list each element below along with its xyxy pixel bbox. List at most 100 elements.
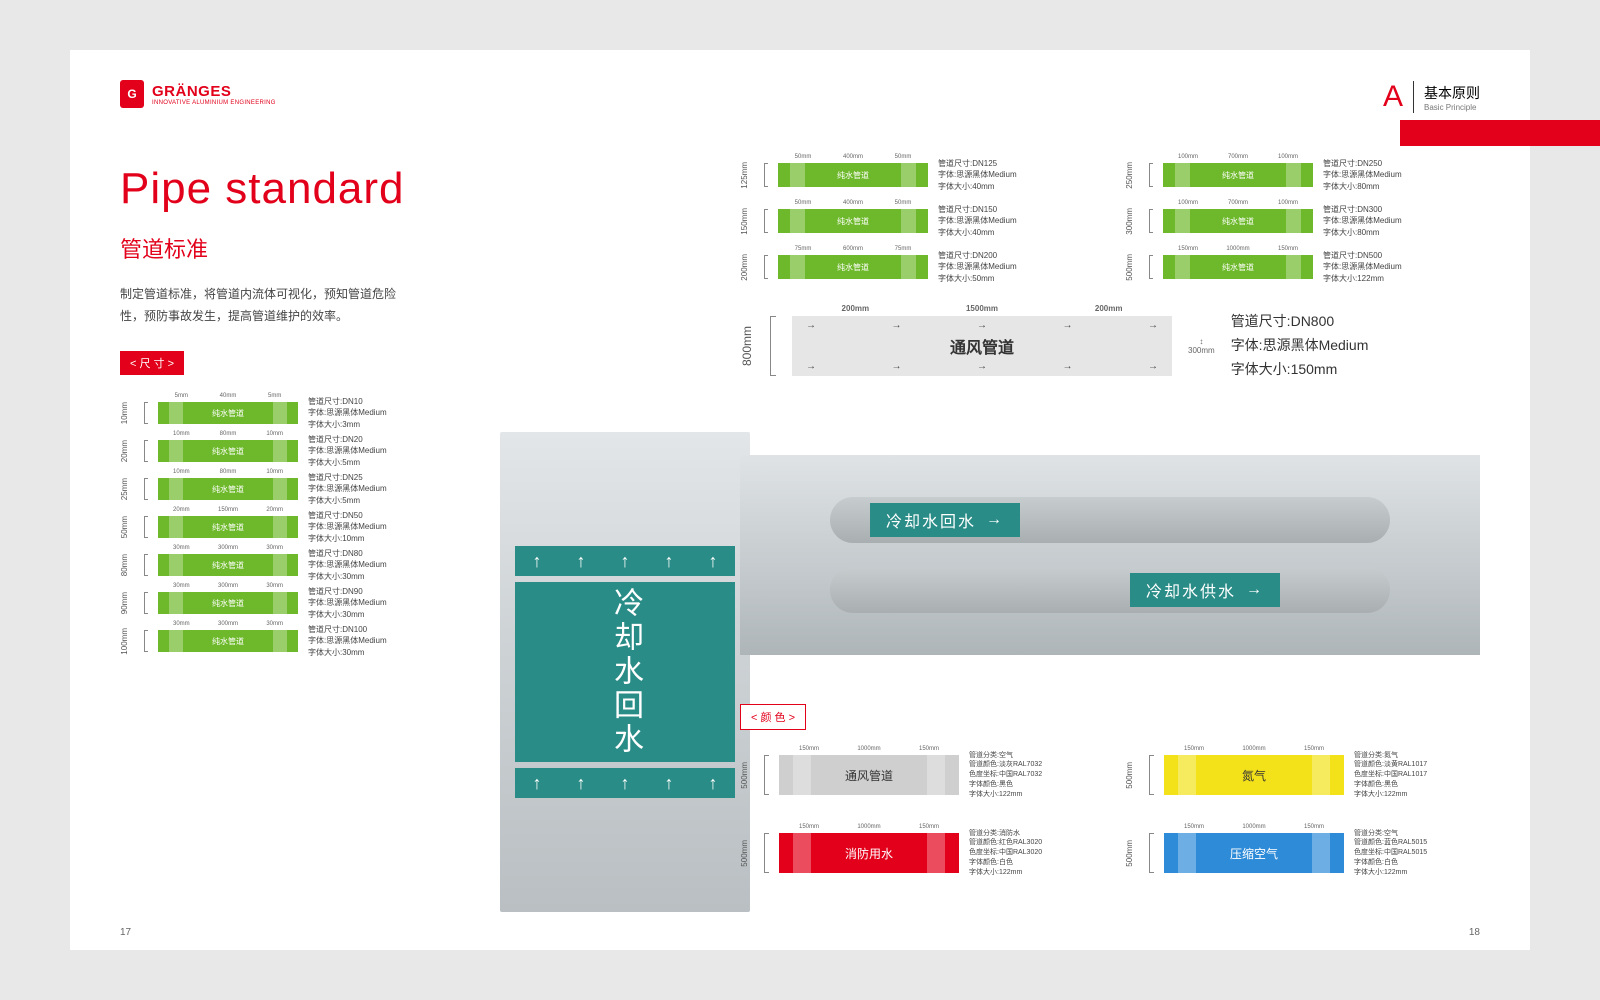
size-specs: 管道尺寸:DN150字体:思源黑体Medium字体大小:40mm	[938, 204, 1017, 238]
size-swatch: 30mm300mm30mm 纯水管道	[158, 554, 298, 576]
photo-horizontal-pipes: 冷却水回水 冷却水供水	[740, 455, 1480, 655]
size-row: 25mm 10mm80mm10mm 纯水管道 管道尺寸:DN25字体:思源黑体M…	[120, 474, 480, 504]
color-row: 500mm 150mm1000mm150mm 通风管道 管道分类:空气管道颜色:…	[740, 750, 1095, 800]
color-height: 500mm	[1125, 840, 1139, 867]
size-height: 90mm	[120, 592, 134, 614]
size-row: 150mm 50mm400mm50mm 纯水管道 管道尺寸:DN150字体:思源…	[740, 204, 1095, 238]
big-swatch: 200mm 1500mm 200mm →→→→→ 通风管道 →→→→→	[792, 316, 1172, 376]
size-swatch: 50mm400mm50mm 纯水管道	[778, 209, 928, 233]
color-specs: 管道分类:消防水管道颜色:红色RAL3020色度坐标:中国RAL3020字体颜色…	[969, 829, 1042, 878]
big-dim-2: 1500mm	[919, 304, 1046, 313]
color-height: 500mm	[740, 762, 754, 789]
size-row: 10mm 5mm40mm5mm 纯水管道 管道尺寸:DN10字体:思源黑体Med…	[120, 398, 480, 428]
color-swatch: 150mm1000mm150mm 消防用水	[779, 833, 959, 873]
size-row: 50mm 20mm150mm20mm 纯水管道 管道尺寸:DN50字体:思源黑体…	[120, 512, 480, 542]
color-tag: < 颜 色 >	[740, 704, 806, 730]
size-swatch: 50mm400mm50mm 纯水管道	[778, 163, 928, 187]
section-title-en: Basic Principle	[1424, 103, 1480, 112]
size-swatch: 75mm600mm75mm 纯水管道	[778, 255, 928, 279]
color-specs: 管道分类:空气管道颜色:淡灰RAL7032色度坐标:中国RAL7032字体颜色:…	[969, 751, 1042, 800]
size-specs: 管道尺寸:DN90字体:思源黑体Medium字体大小:30mm	[308, 586, 387, 620]
brand-name: GRÄNGES	[152, 83, 276, 100]
size-swatch: 100mm700mm100mm 纯水管道	[1163, 209, 1313, 233]
big-height: 800mm	[740, 326, 754, 366]
size-row: 100mm 30mm300mm30mm 纯水管道 管道尺寸:DN100字体:思源…	[120, 626, 480, 656]
page-number-right: 18	[1469, 927, 1480, 938]
size-height: 500mm	[1125, 254, 1139, 281]
size-height: 125mm	[740, 162, 754, 189]
big-dim-3: 200mm	[1045, 304, 1172, 313]
section-title-cn: 基本原则	[1424, 83, 1480, 103]
size-specs: 管道尺寸:DN50字体:思源黑体Medium字体大小:10mm	[308, 510, 387, 544]
color-swatch: 150mm1000mm150mm 通风管道	[779, 755, 959, 795]
size-height: 80mm	[120, 554, 134, 576]
size-row: 80mm 30mm300mm30mm 纯水管道 管道尺寸:DN80字体:思源黑体…	[120, 550, 480, 580]
size-height: 150mm	[740, 208, 754, 235]
size-specs: 管道尺寸:DN20字体:思源黑体Medium字体大小:5mm	[308, 434, 387, 468]
header: G GRÄNGES INNOVATIVE ALUMINIUM ENGINEERI…	[120, 80, 1480, 114]
size-list-right: 125mm 50mm400mm50mm 纯水管道 管道尺寸:DN125字体:思源…	[740, 150, 1480, 284]
page: G GRÄNGES INNOVATIVE ALUMINIUM ENGINEERI…	[70, 50, 1530, 950]
size-specs: 管道尺寸:DN500字体:思源黑体Medium字体大小:122mm	[1323, 250, 1402, 284]
color-row: 500mm 150mm1000mm150mm 压缩空气 管道分类:空气管道颜色:…	[1125, 828, 1480, 878]
size-height: 25mm	[120, 478, 134, 500]
big-side-dim: 300mm	[1188, 346, 1215, 355]
brand-tagline: INNOVATIVE ALUMINIUM ENGINEERING	[152, 100, 276, 106]
accent-bar	[1400, 120, 1600, 146]
brand-logo: G GRÄNGES INNOVATIVE ALUMINIUM ENGINEERI…	[120, 80, 276, 108]
size-height: 100mm	[120, 628, 134, 655]
color-swatch: 150mm1000mm150mm 压缩空气	[1164, 833, 1344, 873]
photo1-label: 冷却水回水	[515, 582, 735, 762]
size-specs: 管道尺寸:DN25字体:思源黑体Medium字体大小:5mm	[308, 472, 387, 506]
size-row: 200mm 75mm600mm75mm 纯水管道 管道尺寸:DN200字体:思源…	[740, 250, 1095, 284]
size-row: 300mm 100mm700mm100mm 纯水管道 管道尺寸:DN300字体:…	[1125, 204, 1480, 238]
brand-mark-icon: G	[120, 80, 144, 108]
size-height: 10mm	[120, 402, 134, 424]
size-height: 50mm	[120, 516, 134, 538]
size-specs: 管道尺寸:DN300字体:思源黑体Medium字体大小:80mm	[1323, 204, 1402, 238]
size-specs: 管道尺寸:DN200字体:思源黑体Medium字体大小:50mm	[938, 250, 1017, 284]
size-swatch: 10mm80mm10mm 纯水管道	[158, 478, 298, 500]
size-row: 90mm 30mm300mm30mm 纯水管道 管道尺寸:DN90字体:思源黑体…	[120, 588, 480, 618]
color-section: < 颜 色 > 500mm 150mm1000mm150mm 通风管道 管道分类…	[740, 680, 1480, 878]
photo-vertical-pipe: ↑↑↑↑↑ 冷却水回水 ↑↑↑↑↑	[500, 432, 750, 912]
size-height: 250mm	[1125, 162, 1139, 189]
color-row: 500mm 150mm1000mm150mm 氮气 管道分类:氮气管道颜色:淡黄…	[1125, 750, 1480, 800]
big-specs: 管道尺寸:DN800 字体:思源黑体Medium 字体大小:150mm	[1231, 310, 1369, 381]
color-specs: 管道分类:空气管道颜色:蓝色RAL5015色度坐标:中国RAL5015字体颜色:…	[1354, 829, 1427, 878]
size-row: 125mm 50mm400mm50mm 纯水管道 管道尺寸:DN125字体:思源…	[740, 158, 1095, 192]
size-height: 200mm	[740, 254, 754, 281]
size-swatch: 30mm300mm30mm 纯水管道	[158, 630, 298, 652]
page-number-left: 17	[120, 927, 131, 938]
big-dim-1: 200mm	[792, 304, 919, 313]
size-tag: < 尺 寸 >	[120, 351, 184, 375]
section-identifier: A 基本原则 Basic Principle	[1383, 80, 1480, 114]
size-row: 20mm 10mm80mm10mm 纯水管道 管道尺寸:DN20字体:思源黑体M…	[120, 436, 480, 466]
size-row: 250mm 100mm700mm100mm 纯水管道 管道尺寸:DN250字体:…	[1125, 158, 1480, 192]
description: 制定管道标准，将管道内流体可视化，预知管道危险性，预防事故发生，提高管道维护的效…	[120, 284, 400, 327]
size-specs: 管道尺寸:DN10字体:思源黑体Medium字体大小:3mm	[308, 396, 387, 430]
size-list-left: 10mm 5mm40mm5mm 纯水管道 管道尺寸:DN10字体:思源黑体Med…	[120, 390, 480, 656]
size-swatch: 10mm80mm10mm 纯水管道	[158, 440, 298, 462]
size-swatch: 150mm1000mm150mm 纯水管道	[1163, 255, 1313, 279]
size-big-row: 800mm 200mm 1500mm 200mm →→→→→ 通风管道 →→→→…	[740, 310, 1480, 381]
big-label: 通风管道	[950, 334, 1014, 358]
color-specs: 管道分类:氮气管道颜色:淡黄RAL1017色度坐标:中国RAL1017字体颜色:…	[1354, 751, 1427, 800]
size-row: 500mm 150mm1000mm150mm 纯水管道 管道尺寸:DN500字体…	[1125, 250, 1480, 284]
size-swatch: 20mm150mm20mm 纯水管道	[158, 516, 298, 538]
color-row: 500mm 150mm1000mm150mm 消防用水 管道分类:消防水管道颜色…	[740, 828, 1095, 878]
photo2-label-2: 冷却水供水	[1130, 573, 1280, 607]
size-swatch: 30mm300mm30mm 纯水管道	[158, 592, 298, 614]
color-swatch: 150mm1000mm150mm 氮气	[1164, 755, 1344, 795]
section-letter: A	[1383, 80, 1403, 114]
size-height: 20mm	[120, 440, 134, 462]
size-specs: 管道尺寸:DN125字体:思源黑体Medium字体大小:40mm	[938, 158, 1017, 192]
size-swatch: 100mm700mm100mm 纯水管道	[1163, 163, 1313, 187]
photo2-label-1: 冷却水回水	[870, 503, 1020, 537]
size-swatch: 5mm40mm5mm 纯水管道	[158, 402, 298, 424]
size-specs: 管道尺寸:DN250字体:思源黑体Medium字体大小:80mm	[1323, 158, 1402, 192]
size-height: 300mm	[1125, 208, 1139, 235]
size-specs: 管道尺寸:DN80字体:思源黑体Medium字体大小:30mm	[308, 548, 387, 582]
size-specs: 管道尺寸:DN100字体:思源黑体Medium字体大小:30mm	[308, 624, 387, 658]
color-height: 500mm	[740, 840, 754, 867]
